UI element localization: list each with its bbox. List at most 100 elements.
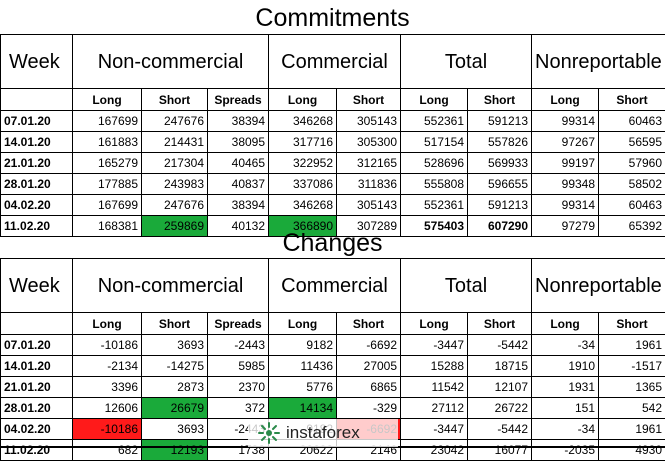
group-header-total: Total: [401, 35, 532, 89]
table-cell: 151: [532, 398, 599, 419]
group-header-nonreportable: Nonreportable positions: [532, 35, 665, 89]
table-cell: 1961: [599, 335, 665, 356]
week-header: Week: [1, 35, 73, 89]
table-cell: 555808: [401, 174, 468, 195]
table-cell: 243983: [142, 174, 208, 195]
table-cell: -34: [532, 419, 599, 440]
column-header: Long: [532, 313, 599, 335]
table-cell: 557826: [468, 132, 532, 153]
table-cell: 312165: [337, 153, 401, 174]
week-date: 28.01.20: [1, 398, 73, 419]
table-cell: 346268: [269, 111, 337, 132]
table-cell: -329: [337, 398, 401, 419]
table-cell: 591213: [468, 111, 532, 132]
table-cell: 6865: [337, 377, 401, 398]
table-cell: -3447: [401, 419, 468, 440]
week-date: 07.01.20: [1, 335, 73, 356]
table-cell: 27005: [337, 356, 401, 377]
week-date: 14.01.20: [1, 132, 73, 153]
table-cell: 305143: [337, 111, 401, 132]
table-cell: 3693: [142, 419, 208, 440]
table-cell: 247676: [142, 111, 208, 132]
table-cell: 38095: [208, 132, 269, 153]
group-header-noncommercial: Non-commercial: [73, 259, 269, 313]
table-cell: 569933: [468, 153, 532, 174]
table-cell: 58502: [599, 174, 665, 195]
table-cell: -2134: [73, 356, 142, 377]
table-cell: 247676: [142, 195, 208, 216]
commitments-table: Week Non-commercial Commercial Total Non…: [0, 34, 665, 237]
table-cell: -3447: [401, 335, 468, 356]
table-cell: -2035: [532, 440, 599, 461]
table-cell: -6692: [337, 335, 401, 356]
table-cell: 517154: [401, 132, 468, 153]
column-header: Short: [468, 89, 532, 111]
group-header-noncommercial: Non-commercial: [73, 35, 269, 89]
column-header: Short: [599, 313, 665, 335]
table-cell: 99314: [532, 195, 599, 216]
group-header-commercial: Commercial: [269, 259, 401, 313]
table-cell: 26679: [142, 398, 208, 419]
table-cell: 15288: [401, 356, 468, 377]
table-cell: 38394: [208, 111, 269, 132]
column-header: Short: [142, 313, 208, 335]
table-cell: 217304: [142, 153, 208, 174]
instaforex-logo-icon: [258, 422, 280, 444]
column-header: Long: [73, 89, 142, 111]
column-header: Short: [337, 89, 401, 111]
table-cell: 177885: [73, 174, 142, 195]
week-date: 07.01.20: [1, 111, 73, 132]
table-cell: 1961: [599, 419, 665, 440]
table-cell: 542: [599, 398, 665, 419]
table-cell: -2443: [208, 335, 269, 356]
week-date: 04.02.20: [1, 195, 73, 216]
table-cell: 40465: [208, 153, 269, 174]
table-cell: 591213: [468, 195, 532, 216]
table-cell: 528696: [401, 153, 468, 174]
table-cell: 346268: [269, 195, 337, 216]
table-cell: 97267: [532, 132, 599, 153]
table-cell: 11436: [269, 356, 337, 377]
column-header: Long: [401, 89, 468, 111]
table-cell: 23042: [401, 440, 468, 461]
table-cell: 167699: [73, 111, 142, 132]
week-date: 04.02.20: [1, 419, 73, 440]
table-cell: 99314: [532, 111, 599, 132]
table-cell: 11542: [401, 377, 468, 398]
table-cell: 38394: [208, 195, 269, 216]
table-cell: 12606: [73, 398, 142, 419]
table-cell: 165279: [73, 153, 142, 174]
table-cell: 311836: [337, 174, 401, 195]
table-cell: 57960: [599, 153, 665, 174]
table-cell: 12193: [142, 440, 208, 461]
column-header: Long: [401, 313, 468, 335]
table-cell: -34: [532, 335, 599, 356]
table-cell: 60463: [599, 195, 665, 216]
table-cell: 40837: [208, 174, 269, 195]
table-cell: 2370: [208, 377, 269, 398]
table-cell: 596655: [468, 174, 532, 195]
group-header-nonreportable: Nonreportable positions: [532, 259, 665, 313]
table-cell: 214431: [142, 132, 208, 153]
table-cell: 4930: [599, 440, 665, 461]
column-header: Long: [269, 313, 337, 335]
table-cell: 2873: [142, 377, 208, 398]
table-cell: 5985: [208, 356, 269, 377]
table-cell: 552361: [401, 111, 468, 132]
column-header: Long: [532, 89, 599, 111]
column-header: Spreads: [208, 313, 269, 335]
table-cell: -5442: [468, 335, 532, 356]
table-cell: 14134: [269, 398, 337, 419]
table-cell: 552361: [401, 195, 468, 216]
table-cell: 56595: [599, 132, 665, 153]
table-cell: 322952: [269, 153, 337, 174]
column-header: Long: [73, 313, 142, 335]
table-cell: 27112: [401, 398, 468, 419]
week-date: 28.01.20: [1, 174, 73, 195]
